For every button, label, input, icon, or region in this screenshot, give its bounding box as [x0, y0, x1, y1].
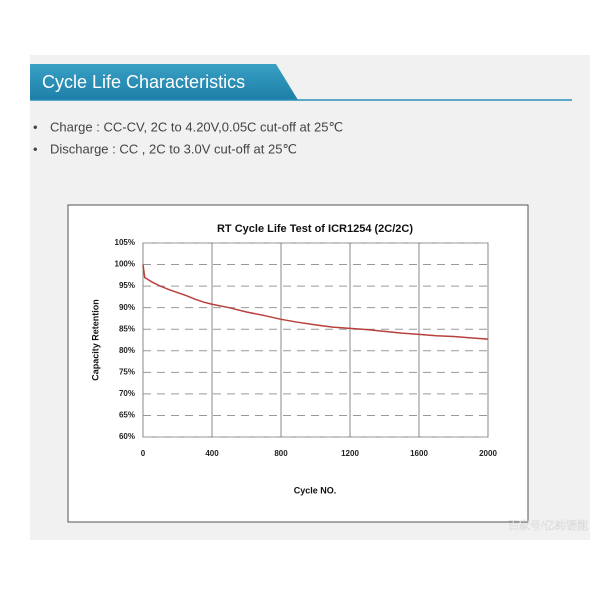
x-tick-label: 1600 [410, 449, 428, 458]
y-tick-label: 105% [115, 238, 135, 247]
watermark: 百家号/亿纬锂能 [508, 518, 588, 532]
x-tick-label: 800 [274, 449, 288, 458]
x-tick-label: 0 [141, 449, 146, 458]
y-tick-label: 85% [119, 324, 135, 333]
x-axis-label: Cycle NO. [294, 485, 337, 495]
data-line [142, 264, 489, 340]
chart-title: RT Cycle Life Test of ICR1254 (2C/2C) [217, 223, 413, 235]
y-axis-label: Capacity Retention [90, 299, 100, 381]
x-tick-label: 400 [205, 449, 219, 458]
y-tick-label: 60% [119, 432, 135, 441]
bullet-dot: • [33, 141, 38, 156]
y-tick-label: 80% [119, 346, 135, 355]
section-title: Cycle Life Characteristics [42, 72, 245, 92]
x-tick-label: 1200 [341, 449, 359, 458]
bullet: Charge : CC-CV, 2C to 4.20V,0.05C cut-of… [50, 119, 343, 134]
plot-background [142, 242, 489, 438]
title-banner [30, 64, 298, 100]
plot-area: 60% 65% 70% 75% 80% 85% 90% 95% 100% 105% 0 400 800 1… [115, 238, 498, 458]
x-tick-label: 2000 [479, 449, 497, 458]
bullet: Discharge : CC , 2C to 3.0V cut-off at 2… [50, 141, 297, 156]
y-tick-label: 90% [119, 303, 135, 312]
y-tick-label: 95% [119, 281, 135, 290]
y-tick-label: 100% [115, 260, 135, 269]
y-tick-label: 70% [119, 389, 135, 398]
y-tick-label: 75% [119, 367, 135, 376]
bullet-dot: • [33, 119, 38, 134]
y-tick-label: 65% [119, 411, 135, 420]
